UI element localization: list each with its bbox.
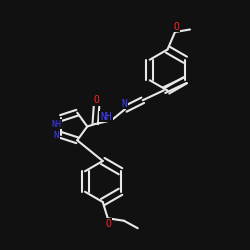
Text: O: O [94, 95, 100, 105]
Text: O: O [106, 219, 112, 229]
Text: NH: NH [52, 120, 62, 129]
Text: N: N [54, 130, 59, 140]
Text: NH: NH [100, 112, 112, 122]
Text: O: O [173, 22, 179, 32]
Text: N: N [121, 98, 127, 108]
